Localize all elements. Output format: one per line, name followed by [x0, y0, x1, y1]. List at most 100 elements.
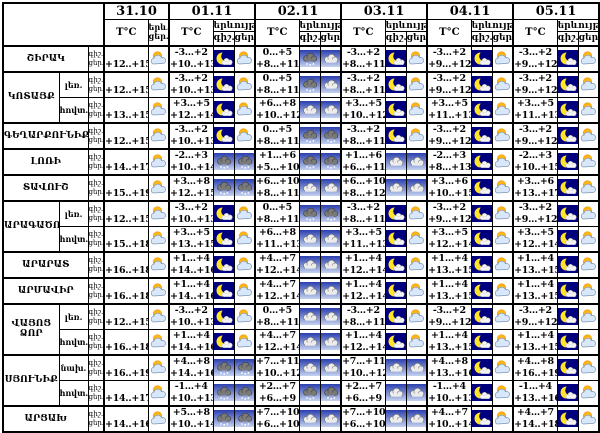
day-header: ցեր. — [319, 31, 342, 46]
icon-cell — [298, 173, 321, 201]
icon-cell — [470, 250, 493, 278]
icon-cell — [212, 173, 235, 201]
moon-cloud-icon — [386, 205, 406, 222]
sun-cloud-icon — [580, 257, 596, 271]
sun-cloud-icon — [494, 128, 510, 142]
sun-cloud-icon — [150, 283, 166, 297]
phenomenon-header: երևույթ — [298, 19, 342, 32]
temp-cell: -3...+2 +8...+11 — [340, 199, 386, 227]
moon-cloud-icon — [558, 333, 578, 350]
rain-cloud-icon — [300, 205, 320, 222]
temp-cell: -2...+3 +10..+15 — [512, 147, 558, 175]
icon-cell — [405, 353, 428, 381]
night-day-label-cell: գիշ. ցեր. — [87, 121, 105, 149]
icon-cell — [147, 147, 170, 175]
rain-cloud-icon — [321, 384, 341, 401]
icon-cell — [147, 199, 170, 227]
temp-cell: +4...+7 +12..+14 — [254, 276, 300, 304]
temp-header: T°C — [254, 19, 300, 46]
corner-cell — [2, 2, 105, 46]
sun-cloud-icon — [580, 283, 596, 297]
icon-cell — [319, 379, 342, 406]
temp-cell: -3...+2 +10..+13 — [168, 44, 214, 72]
rain-cloud-icon — [321, 127, 341, 144]
moon-cloud-icon — [472, 127, 492, 144]
moon-cloud-icon — [472, 256, 492, 273]
cloud-icon — [407, 153, 427, 170]
icon-cell — [384, 250, 407, 278]
icon-cell — [556, 276, 579, 304]
temp-cell: -2...+3 +10..+14 — [168, 147, 214, 175]
rain-cloud-icon — [214, 153, 234, 170]
temp-header: T°C — [103, 19, 149, 46]
sun-cloud-icon — [236, 102, 252, 116]
temp-cell: +1...+4 +12..+14 — [340, 250, 386, 278]
subregion-cell: լեռ. — [58, 302, 89, 330]
icon-cell — [319, 199, 342, 227]
moon-cloud-icon — [214, 333, 234, 350]
night-header: գիշ. — [212, 31, 235, 46]
temp-cell: +13..+15 — [103, 96, 149, 123]
sun-cloud-icon — [236, 51, 252, 65]
table-row: ՍՅՈՒՆԻՔ նախ. գիշ. ցեր. +16..+19 +4...+8 +14..… — [2, 353, 600, 406]
cloud-icon — [386, 410, 406, 427]
temp-cell: -1...+4 +10..+13 — [168, 379, 214, 406]
icon-cell — [470, 44, 493, 72]
icon-cell — [212, 328, 235, 355]
moon-cloud-icon — [558, 256, 578, 273]
icon-cell — [212, 70, 235, 98]
icon-cell — [491, 199, 514, 227]
icon-cell — [319, 225, 342, 252]
icon-cell — [556, 96, 579, 123]
icon-cell — [577, 96, 600, 123]
icon-cell — [384, 225, 407, 252]
region-cell: ԳԵՂԱՐՔՈՒՆԻՔ — [2, 121, 89, 149]
icon-cell — [212, 353, 235, 381]
subheader-row: T°C երև. ցեր. T°C երևույթ T°C երևույթ T°C… — [3, 19, 600, 46]
icon-cell — [577, 404, 600, 432]
icon-cell — [491, 96, 514, 123]
temp-cell: +14..+17 — [103, 379, 149, 406]
icon-cell — [147, 70, 170, 98]
sun-cloud-icon — [580, 411, 596, 425]
icon-cell — [298, 302, 321, 330]
icon-cell — [384, 276, 407, 304]
temp-cell: -3...+2 +9...+12 — [426, 121, 472, 149]
icon-cell — [491, 225, 514, 252]
icon-cell — [577, 199, 600, 227]
icon-cell — [233, 379, 256, 406]
sun-cloud-icon — [494, 206, 510, 220]
sun-cloud-icon — [580, 334, 596, 348]
icon-cell — [212, 199, 235, 227]
sun-cloud-icon — [150, 154, 166, 168]
day-header: ցեր. — [577, 31, 600, 46]
icon-cell — [470, 404, 493, 432]
icon-cell — [384, 70, 407, 98]
sun-cloud-icon — [150, 206, 166, 220]
moon-cloud-icon — [386, 127, 406, 144]
icon-cell — [556, 328, 579, 355]
day-header: ցեր. — [491, 31, 514, 46]
icon-cell — [298, 44, 321, 72]
icon-cell — [577, 173, 600, 201]
moon-cloud-icon — [386, 101, 406, 118]
temp-cell: -3...+2 +8...+11 — [340, 121, 386, 149]
temp-cell: +4...+7 +10..+14 — [426, 404, 472, 432]
icon-cell — [491, 121, 514, 149]
temp-cell: +15..+19 — [103, 173, 149, 201]
rain-cloud-icon — [321, 153, 341, 170]
temp-cell: +16..+19 — [103, 353, 149, 381]
temp-cell: -2...+3 +8...+13 — [426, 147, 472, 175]
cloud-icon — [300, 256, 320, 273]
icon-cell — [319, 250, 342, 278]
icon-cell — [556, 353, 579, 381]
temp-cell: -3...+2 +9...+12 — [512, 70, 558, 98]
icon-cell — [577, 276, 600, 304]
night-header: գիշ. — [298, 31, 321, 46]
rain-cloud-icon — [300, 76, 320, 93]
temp-cell: 0...+5 +8...+11 — [254, 199, 300, 227]
moon-cloud-icon — [558, 50, 578, 67]
moon-cloud-icon — [214, 205, 234, 222]
icon-cell — [147, 250, 170, 278]
sun-cloud-icon — [408, 231, 424, 245]
